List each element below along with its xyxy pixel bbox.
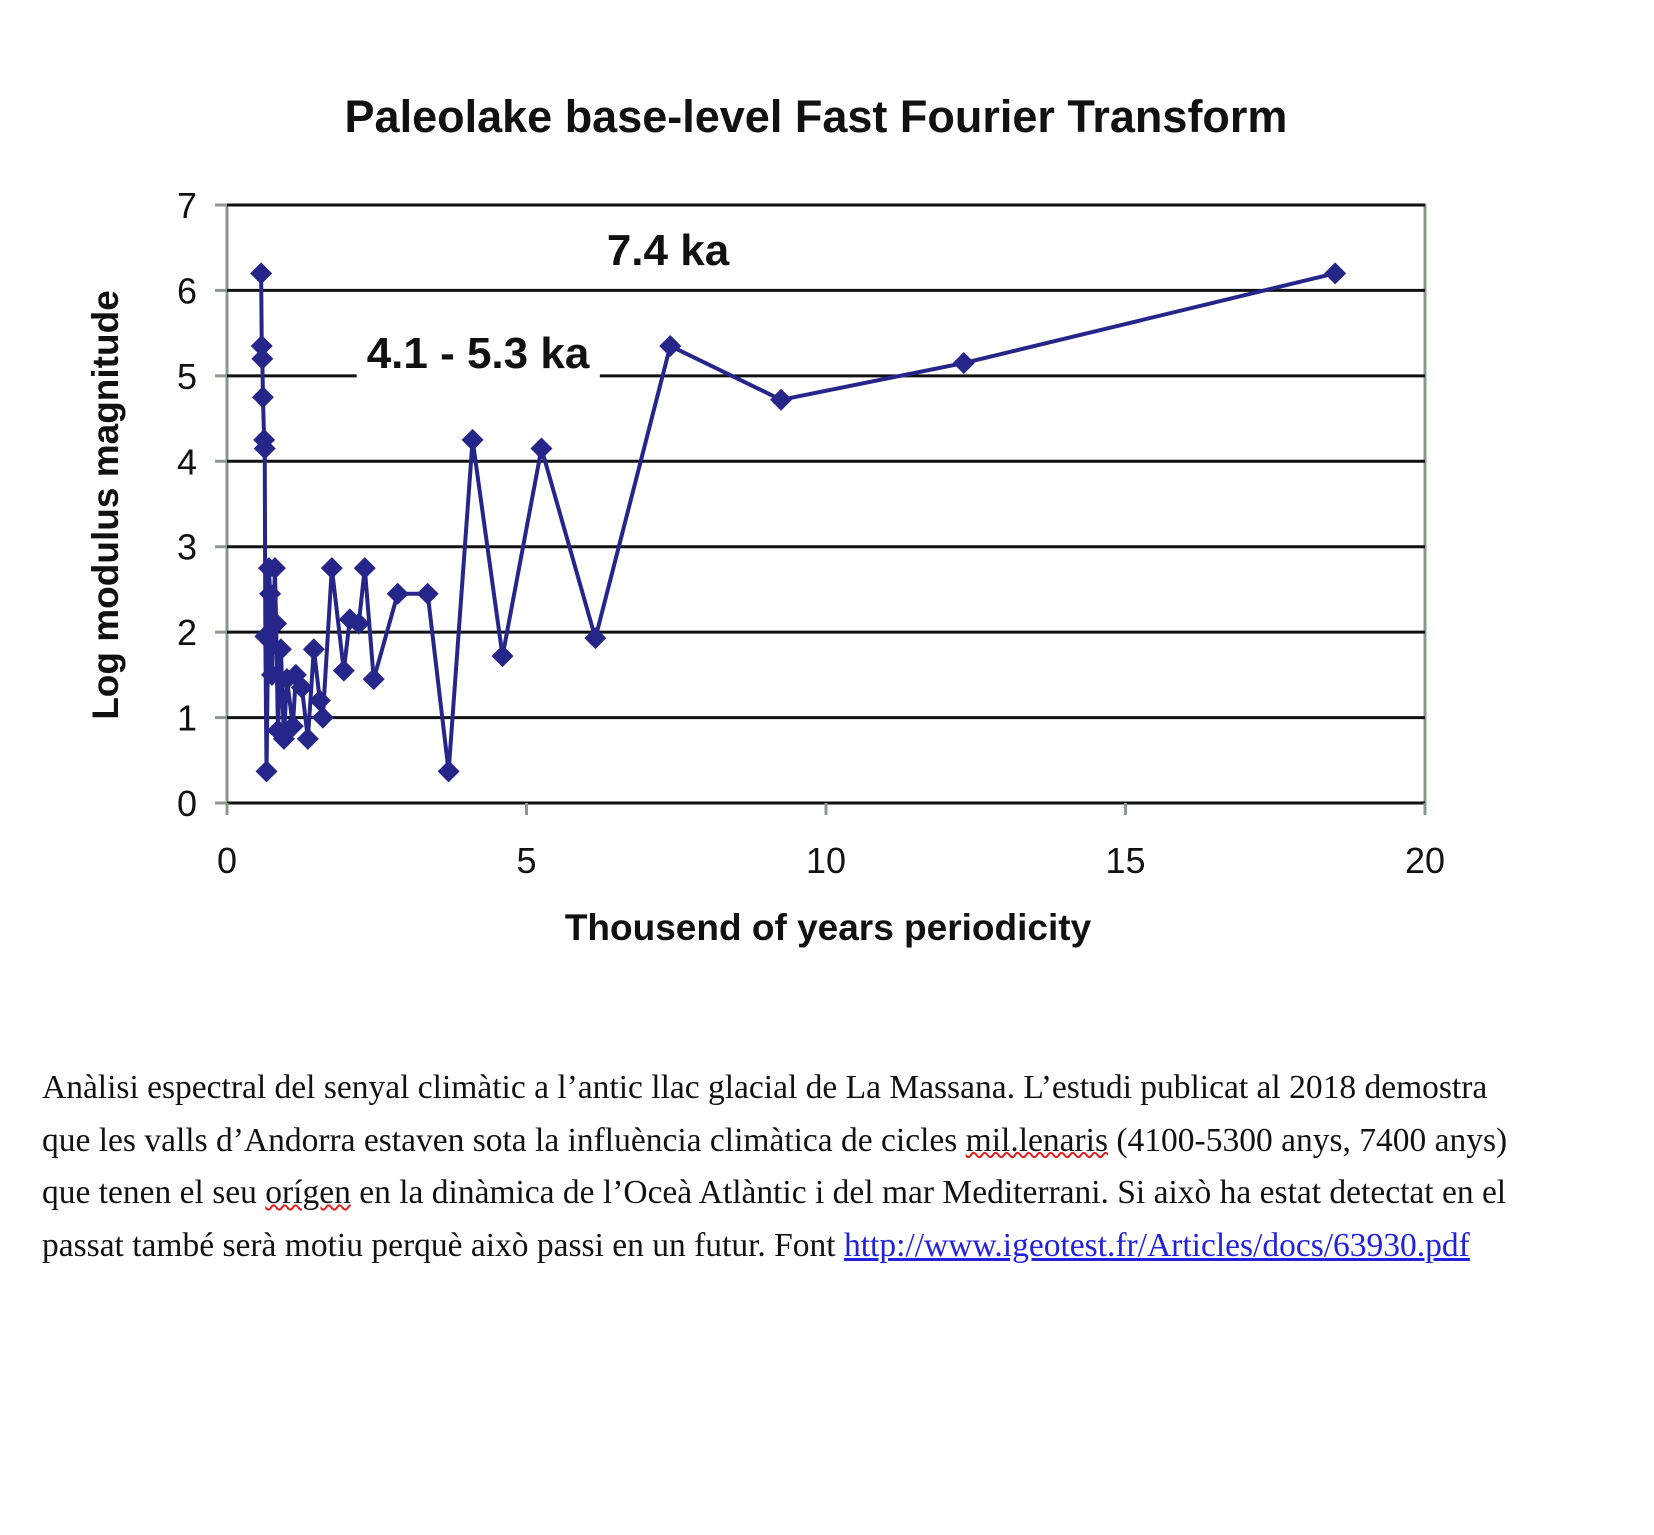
data-point [296, 727, 319, 750]
annotation-background [356, 329, 600, 378]
caption-text: en la dinàmica de l’Oceà Atlàntic i del … [42, 1174, 1507, 1264]
data-point [320, 557, 343, 580]
data-point [332, 659, 355, 682]
data-point [290, 676, 313, 699]
data-point [491, 645, 514, 668]
data-point [251, 386, 274, 409]
data-point [259, 582, 282, 605]
data-point [265, 612, 288, 635]
data-point [1324, 262, 1347, 285]
data-point [311, 706, 334, 729]
chart-title: Paleolake base-level Fast Fourier Transf… [345, 91, 1288, 142]
data-point [302, 638, 325, 661]
misspelled-word: orígen [265, 1174, 351, 1211]
data-point [255, 760, 278, 783]
x-tick-label: 10 [806, 840, 846, 881]
data-point [353, 557, 376, 580]
data-point [251, 347, 274, 370]
annotation-background [596, 226, 740, 275]
annotation: 7.4 ka [607, 226, 730, 275]
source-link[interactable]: http://www.igeotest.fr/Articles/docs/639… [843, 1226, 1470, 1264]
chart: Paleolake base-level Fast Fourier Transf… [85, 91, 1445, 948]
misspelled-word: mil.lenaris [965, 1121, 1109, 1159]
y-axis-label: Log modulus magnitude [85, 290, 126, 720]
x-tick-label: 5 [516, 840, 536, 881]
y-tick-label: 4 [177, 441, 197, 482]
y-tick-label: 7 [177, 185, 197, 226]
data-point [416, 582, 439, 605]
y-tick-label: 6 [177, 270, 197, 311]
data-point [530, 437, 553, 460]
y-tick-label: 1 [177, 698, 197, 739]
caption: Anàlisi espectral del senyal climàtic a … [42, 1062, 1532, 1272]
y-tick-label: 5 [177, 356, 197, 397]
data-point [253, 437, 276, 460]
data-point [254, 625, 277, 648]
data-point [584, 627, 607, 650]
x-tick-label: 0 [217, 840, 237, 881]
data-point [659, 334, 682, 357]
plot-area [225, 203, 1427, 805]
data-point [952, 352, 975, 375]
data-point [362, 668, 385, 691]
annotation: 4.1 - 5.3 ka [367, 329, 590, 378]
y-tick-label: 0 [177, 783, 197, 824]
data-point [770, 388, 793, 411]
data-point [281, 715, 304, 738]
data-point [347, 612, 370, 635]
data-point [250, 262, 273, 285]
data-point [250, 334, 273, 357]
data-point [386, 582, 409, 605]
data-point [269, 638, 292, 661]
data-point [461, 428, 484, 451]
x-tick-label: 20 [1405, 840, 1445, 881]
x-axis-label: Thousend of years periodicity [565, 907, 1092, 948]
caption-text: (4100-5300 anys, 7400 anys) que tenen el… [42, 1121, 1508, 1212]
caption-text: Anàlisi espectral del senyal climàtic a … [42, 1069, 1488, 1159]
data-point [263, 557, 286, 580]
x-tick-label: 15 [1105, 840, 1145, 881]
data-point [437, 760, 460, 783]
y-tick-label: 3 [177, 527, 197, 568]
data-point [308, 689, 331, 712]
y-tick-label: 2 [177, 612, 197, 653]
